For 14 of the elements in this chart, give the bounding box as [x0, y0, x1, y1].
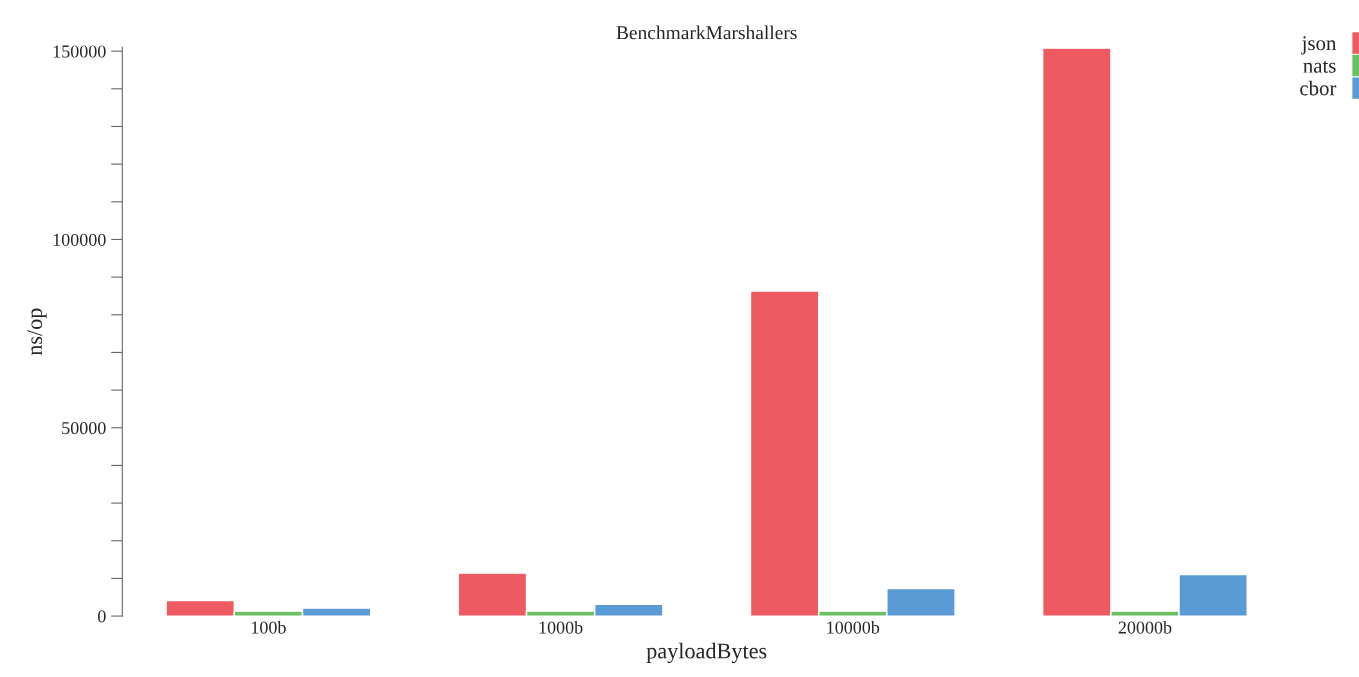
- y-tick-label: 0: [98, 610, 106, 623]
- x-tick-label: 10000b: [827, 620, 880, 634]
- legend-label: nats: [1303, 60, 1336, 73]
- y-tick-label: 150000: [53, 45, 106, 58]
- y-tick-label: 100000: [53, 233, 106, 246]
- legend-label: cbor: [1300, 80, 1337, 96]
- x-tick-label: 20000b: [1118, 620, 1172, 634]
- x-tick-label: 100b: [251, 620, 286, 634]
- y-axis-title: ns/op: [27, 308, 47, 356]
- y-tick-label: 50000: [62, 422, 106, 435]
- x-axis-title: payloadBytes: [646, 642, 767, 664]
- x-tick-label: 1000b: [539, 620, 583, 634]
- legend-label: json: [1301, 36, 1337, 55]
- chart-title: BenchmarkMarshallers: [616, 25, 797, 40]
